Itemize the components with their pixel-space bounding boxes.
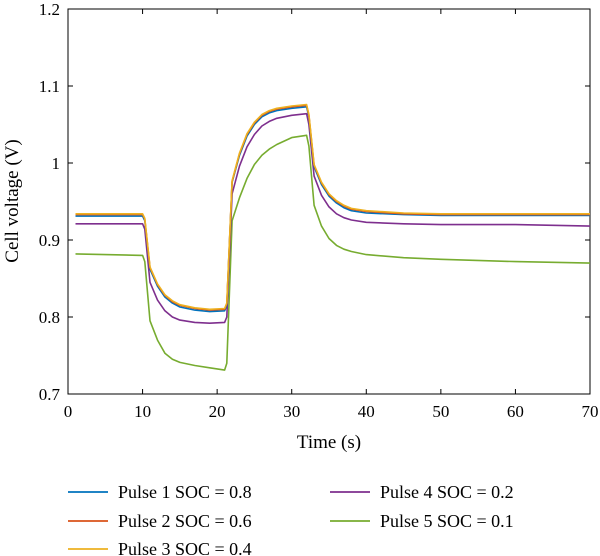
- y-axis-label: Cell voltage (V): [2, 139, 23, 262]
- legend-label-pulse-1: Pulse 1 SOC = 0.8: [118, 482, 252, 502]
- y-axis-ticks: 0.7 0.8 0.9 1 1.1 1.2: [39, 0, 590, 404]
- x-tick-label: 70: [582, 402, 599, 421]
- legend-label-pulse-2: Pulse 2 SOC = 0.6: [118, 511, 252, 531]
- x-tick-label: 40: [358, 402, 375, 421]
- y-tick-label: 1.1: [39, 77, 60, 96]
- plot-area: [67, 8, 591, 395]
- series-line-pulse-5: [75, 134, 591, 371]
- y-tick-label: 0.8: [39, 308, 60, 327]
- series-line-pulse-1: [75, 106, 590, 313]
- series-line-pulse-4: [75, 112, 591, 325]
- legend-label-pulse-3: Pulse 3 SOC = 0.4: [118, 539, 252, 556]
- x-axis-ticks: 0 10 20 30 40 50 60 70: [64, 9, 599, 421]
- y-tick-label: 0.9: [39, 231, 60, 250]
- x-tick-label: 0: [64, 402, 73, 421]
- legend-label-pulse-4: Pulse 4 SOC = 0.2: [380, 482, 514, 502]
- x-tick-label: 30: [283, 402, 300, 421]
- y-tick-label: 0.7: [39, 385, 61, 404]
- x-tick-label: 60: [507, 402, 524, 421]
- x-tick-label: 50: [432, 402, 449, 421]
- y-tick-label: 1.2: [39, 0, 60, 19]
- x-tick-label: 10: [134, 402, 151, 421]
- x-axis-label: Time (s): [297, 432, 361, 453]
- series-line-pulse-2: [75, 104, 590, 311]
- y-tick-label: 1: [52, 154, 61, 173]
- series-line-pulse-3: [75, 103, 590, 311]
- legend: Pulse 1 SOC = 0.8 Pulse 2 SOC = 0.6 Pulse …: [68, 482, 514, 556]
- series-layer: [75, 103, 591, 371]
- legend-label-pulse-5: Pulse 5 SOC = 0.1: [380, 511, 514, 531]
- x-tick-label: 20: [209, 402, 226, 421]
